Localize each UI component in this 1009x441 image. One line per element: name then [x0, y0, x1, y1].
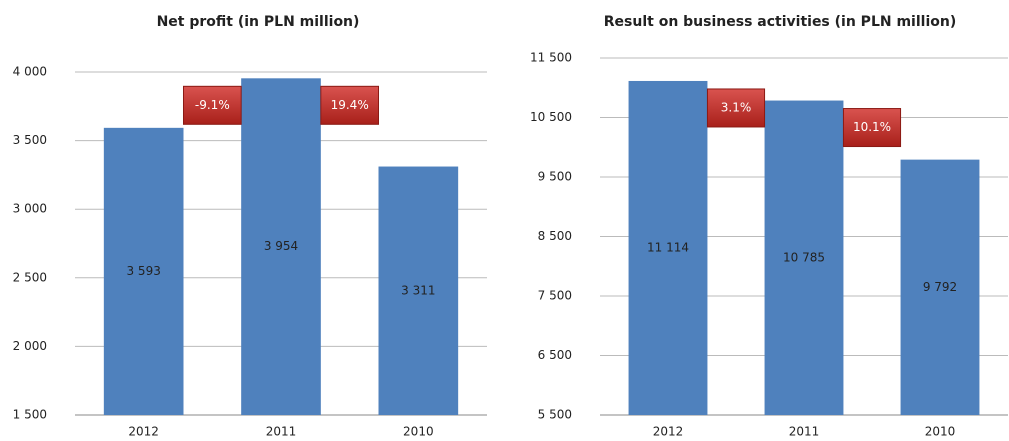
value-label: 9 792	[923, 280, 957, 294]
y-tick-label: 3 000	[13, 202, 47, 216]
bar	[764, 100, 844, 415]
x-tick-label: 2011	[266, 425, 297, 439]
chart-title: Result on business activities (in PLN mi…	[604, 14, 956, 30]
value-label: 11 114	[647, 240, 689, 254]
value-label: 10 785	[783, 250, 825, 264]
chart-title: Net profit (in PLN million)	[157, 14, 360, 30]
annotation: 19.4%	[331, 98, 369, 112]
y-tick-label: 9 500	[538, 170, 572, 184]
annotation-box	[182, 85, 242, 125]
y-tick-label: 10 500	[530, 110, 572, 124]
x-tick-label: 2012	[653, 425, 684, 439]
x-tick-label: 2011	[789, 425, 820, 439]
annotation-box	[842, 108, 902, 148]
value-label: 3 954	[264, 239, 298, 253]
bar	[241, 78, 321, 415]
annotation: 10.1%	[853, 120, 891, 134]
bar	[628, 80, 708, 415]
y-tick-label: 2 000	[13, 339, 47, 353]
y-tick-label: 1 500	[13, 408, 47, 422]
y-tick-label: 7 500	[538, 289, 572, 303]
x-tick-label: 2010	[403, 425, 434, 439]
bar	[103, 127, 184, 416]
x-tick-label: 2012	[128, 425, 159, 439]
y-tick-label: 8 500	[538, 229, 572, 243]
y-tick-label: 2 500	[13, 270, 47, 284]
y-tick-label: 5 500	[538, 408, 572, 422]
value-label: 3 593	[126, 264, 160, 278]
value-label: 3 311	[401, 283, 435, 297]
x-tick-label: 2010	[925, 425, 956, 439]
bar	[378, 166, 459, 415]
bar	[900, 159, 980, 415]
y-tick-label: 3 500	[13, 133, 47, 147]
annotation-box	[320, 85, 380, 125]
annotation: 3.1%	[721, 100, 752, 114]
annotation: -9.1%	[195, 98, 230, 112]
y-tick-label: 4 000	[13, 65, 47, 79]
y-tick-label: 6 500	[538, 348, 572, 362]
y-tick-label: 11 500	[530, 51, 572, 65]
annotation-box	[706, 88, 766, 128]
